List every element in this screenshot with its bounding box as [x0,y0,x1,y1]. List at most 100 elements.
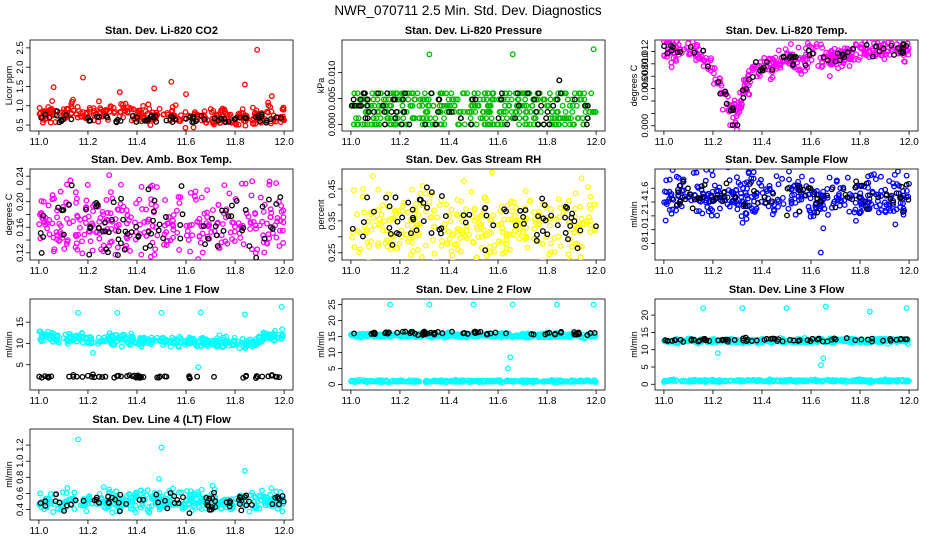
point-black_band [114,252,121,259]
point-black_band [796,184,803,191]
point-black_band [371,329,378,336]
point-color_curve [784,49,791,56]
point-color_levels [452,96,459,103]
point-black_levels [358,102,365,109]
point-color_band [108,332,115,339]
point-color_band [414,246,421,253]
point-black_band [790,337,797,344]
point-color_band [249,178,256,185]
point-black_curve [802,62,809,69]
point-black_curve [687,44,694,50]
point-color_levels [403,121,410,128]
point-black_band [703,337,710,344]
point-black_band [577,227,584,234]
point-color_band [690,169,697,176]
plot-frame [654,298,919,391]
point-color_band [165,220,172,227]
point-black_band [99,374,106,381]
x-tick-label: 11.0 [30,396,49,407]
point-black_levels [375,90,382,97]
point-color_band [744,185,750,192]
point-black_band [428,230,435,236]
y-tick-label: 0.8 [640,237,651,250]
point-color_band [348,331,355,338]
point-low_band [524,377,531,384]
point-black_band [88,373,95,380]
point-color_band [380,227,387,234]
point-color_band [857,209,864,216]
point-black_band [225,213,232,220]
point-color_band [187,189,194,196]
point-color_band [486,244,493,251]
point-color_band [470,239,477,246]
point-low_band [473,378,480,385]
point-black_band [405,199,412,206]
point-low_band [687,377,693,384]
x-tick-label: 11.6 [489,137,508,148]
point-color_band [750,169,757,176]
point-black_levels [392,115,399,122]
point-color_band [572,205,579,212]
point-color_levels [555,121,562,128]
point-color_levels [461,121,468,128]
point-color_band [189,232,196,239]
point-black_band [832,204,839,211]
point-black_band [399,328,406,335]
point-color_band [61,245,68,252]
point-color_band [745,195,751,202]
point-black_curve [787,53,794,60]
point-black_band [96,114,103,121]
y-tick-label: 1.5 [15,80,26,93]
point-color_curve [819,44,826,51]
point-black_band [53,112,60,119]
point-color_band [488,216,495,223]
point-color_band [361,209,368,216]
point-black_band [222,207,229,214]
point-color_band [368,226,375,233]
point-color_band [874,198,881,205]
point-color_band [184,488,190,495]
y-tick-label: 0 [640,382,651,387]
y-tick-label: 20 [640,310,651,321]
point-low_band [422,379,429,386]
point-black_band [246,243,253,250]
point-color_levels [485,102,492,109]
point-low_band [733,377,740,384]
point-black_band [437,230,444,237]
point-color_band [198,342,205,349]
point-color_band [409,186,416,193]
point-black_band [258,111,265,118]
point-color_band [509,333,516,340]
point-color_band [218,239,225,246]
point-color_band [489,169,495,176]
point-black_levels [535,121,541,128]
x-tick-label: 11.2 [79,137,98,148]
panel-box: Stan. Dev. Amb. Box Temp.degrees C11.0 11… [4,154,294,277]
point-black_band [796,187,803,194]
point-color_band [833,177,840,184]
point-color_band [708,212,715,219]
point-color_levels [482,90,489,97]
point-color_levels [474,90,481,97]
x-tick-label: 11.8 [538,396,557,407]
y-axis-label: kPa [316,78,326,94]
point-color_levels [566,102,573,109]
point-color_band [404,222,411,229]
point-low_band [748,377,755,384]
point-black_band [832,336,839,343]
point-black_band [714,192,721,199]
point-color_band [239,336,246,342]
point-low_band [368,378,375,385]
point-black_band [412,330,418,337]
point-black_band [243,372,250,379]
point-color_band [810,213,817,220]
point-black_band [492,329,499,336]
point-color_levels [506,102,513,109]
point-color_band [190,124,197,131]
point-color_band [717,205,723,212]
point-color_band [277,218,284,224]
point-color_band [443,240,450,247]
point-black_band [721,194,728,200]
point-color_band [266,181,273,188]
